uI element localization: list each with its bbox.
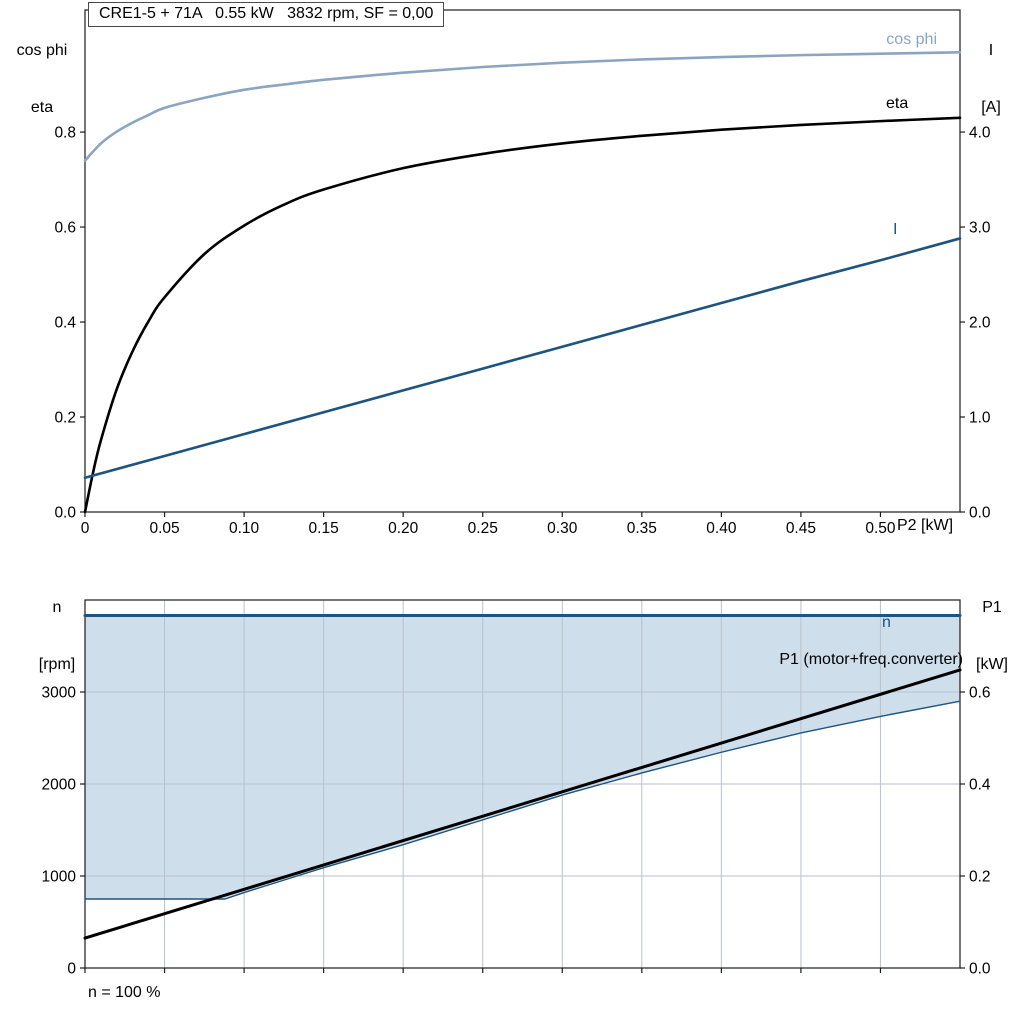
svg-text:3000: 3000 xyxy=(42,685,77,702)
curve-label-p1: P1 (motor+freq.converter) xyxy=(779,651,963,668)
curve-label-cosphi: cos phi xyxy=(886,31,937,48)
curve-label-current: I xyxy=(893,221,898,238)
svg-text:2000: 2000 xyxy=(42,777,77,794)
x-axis-title-p2: P2 [kW] xyxy=(897,517,954,534)
axis-title-current-unit: [A] xyxy=(981,99,1001,116)
svg-text:0.50: 0.50 xyxy=(865,520,896,537)
axis-title-p1: P1 xyxy=(982,599,1002,616)
curve-label-eta: eta xyxy=(886,95,909,112)
curve-label-n: n xyxy=(882,614,891,631)
speed-note: n = 100 % xyxy=(88,984,161,1001)
svg-text:0: 0 xyxy=(67,961,76,978)
top-right-axis-title: I [A] xyxy=(966,3,1016,136)
svg-text:0.25: 0.25 xyxy=(468,520,498,537)
svg-text:0.20: 0.20 xyxy=(388,520,419,537)
svg-text:0.4: 0.4 xyxy=(54,315,76,332)
svg-text:0.10: 0.10 xyxy=(229,520,260,537)
svg-text:0.8: 0.8 xyxy=(54,125,76,142)
svg-text:0.45: 0.45 xyxy=(786,520,816,537)
svg-text:0.4: 0.4 xyxy=(969,777,991,794)
svg-text:4.0: 4.0 xyxy=(969,125,991,142)
bottom-right-axis-title: P1 [kW] xyxy=(967,560,1017,693)
svg-text:0.30: 0.30 xyxy=(547,520,578,537)
axis-title-current: I xyxy=(988,42,994,59)
svg-text:0.6: 0.6 xyxy=(54,220,76,237)
svg-text:0.15: 0.15 xyxy=(309,520,339,537)
svg-text:0.40: 0.40 xyxy=(706,520,737,537)
svg-text:1000: 1000 xyxy=(42,869,77,886)
svg-text:1.0: 1.0 xyxy=(969,410,991,427)
svg-text:0.0: 0.0 xyxy=(54,505,76,522)
svg-text:0.0: 0.0 xyxy=(969,961,991,978)
axis-title-eta: eta xyxy=(30,99,54,116)
svg-text:2.0: 2.0 xyxy=(969,315,991,332)
svg-text:0.35: 0.35 xyxy=(627,520,657,537)
axis-title-cosphi: cos phi xyxy=(16,42,68,59)
svg-text:0.2: 0.2 xyxy=(54,410,76,427)
axis-title-p1-unit: [kW] xyxy=(976,656,1008,673)
svg-text:0.0: 0.0 xyxy=(969,505,991,522)
axis-title-n: n xyxy=(52,599,62,616)
bottom-left-axis-title: n [rpm] xyxy=(29,560,85,693)
axis-title-n-unit: [rpm] xyxy=(38,656,76,673)
svg-text:0.2: 0.2 xyxy=(969,869,991,886)
svg-text:3.0: 3.0 xyxy=(969,220,991,237)
svg-text:0.05: 0.05 xyxy=(149,520,179,537)
chart-title-box: CRE1-5 + 71A 0.55 kW 3832 rpm, SF = 0,00 xyxy=(88,2,445,27)
svg-text:0: 0 xyxy=(81,520,90,537)
top-left-axis-title: cos phi eta xyxy=(4,3,80,136)
svg-text:0.6: 0.6 xyxy=(969,685,991,702)
